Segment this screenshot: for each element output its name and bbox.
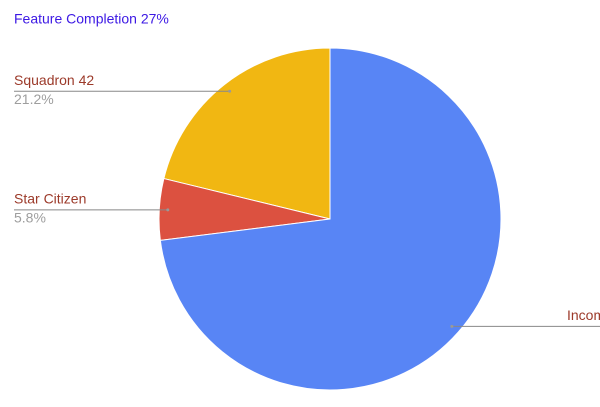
leader-dot bbox=[228, 89, 232, 93]
slice-label: Incomplete bbox=[567, 307, 600, 323]
pie-slice bbox=[159, 47, 502, 391]
slice-label: Squadron 42 bbox=[14, 72, 94, 88]
slice-value-label: 21.2% bbox=[14, 91, 54, 107]
leader-dot bbox=[450, 324, 454, 328]
slice-label: Star Citizen bbox=[14, 191, 86, 207]
chart-title: Feature Completion 27% bbox=[14, 11, 169, 27]
slice-value-label: 5.8% bbox=[14, 210, 46, 226]
leader-dot bbox=[166, 208, 170, 212]
pie-slice bbox=[163, 47, 331, 220]
